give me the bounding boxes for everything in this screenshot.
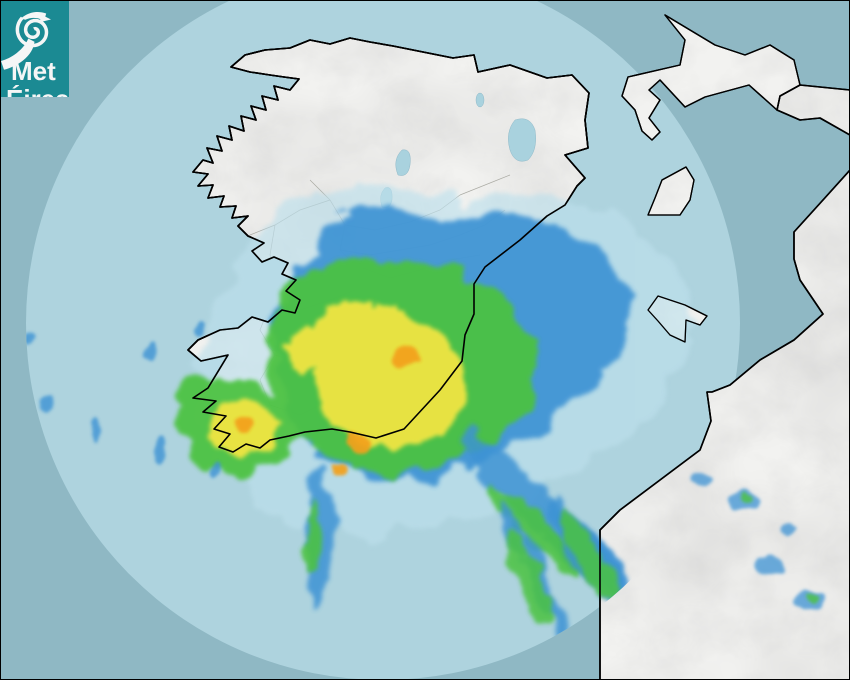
- svg-text:Éireann: Éireann: [6, 84, 69, 97]
- svg-text:Met: Met: [11, 56, 56, 86]
